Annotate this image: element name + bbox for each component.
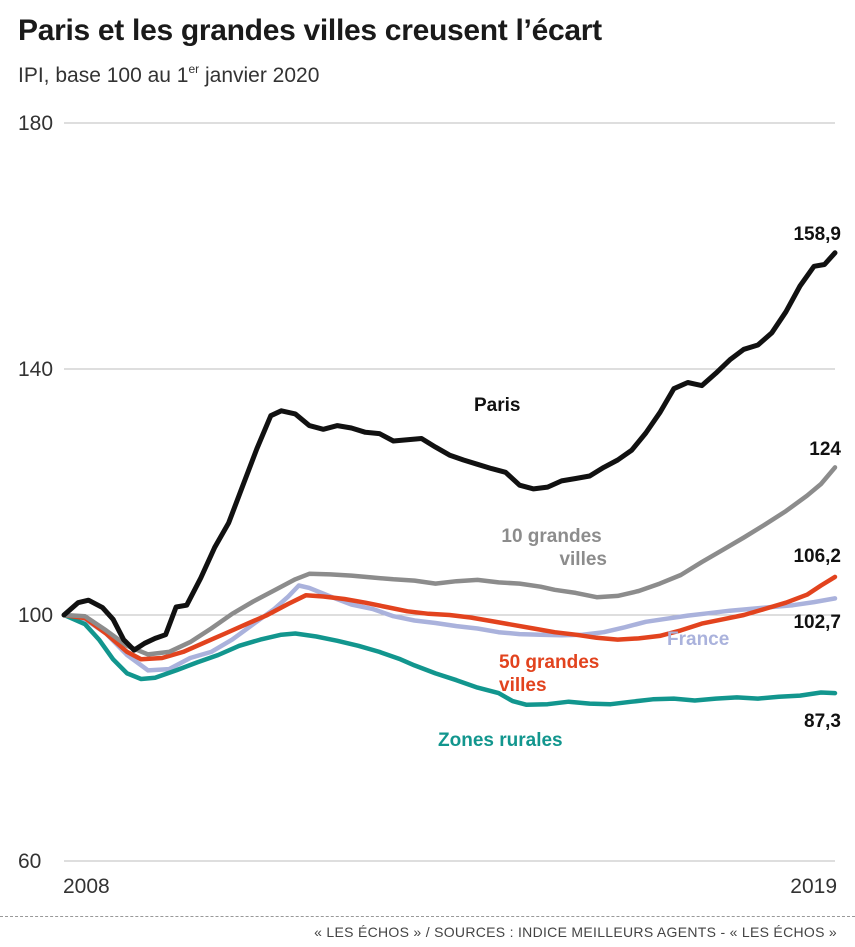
- x-tick-label-2019: 2019: [790, 875, 837, 898]
- end-value-50-grandes-villes: 106,2: [793, 546, 841, 567]
- source-credit: « LES ÉCHOS » / SOURCES : INDICE MEILLEU…: [314, 924, 837, 940]
- chart-title: Paris et les grandes villes creusent l’é…: [18, 14, 602, 47]
- y-tick-label-60: 60: [18, 850, 41, 873]
- end-value-zones-rurales: 87,3: [804, 711, 841, 732]
- end-value-10-grandes-villes: 124: [809, 439, 841, 460]
- series-line-paris: [61, 250, 838, 653]
- chart-subtitle: IPI, base 100 au 1er janvier 2020: [18, 62, 319, 88]
- y-tick-label-140: 140: [18, 358, 53, 381]
- series-label-50-grandes-villes: 50 grandes villes: [499, 652, 605, 696]
- line-chart: 60 100 140 180 2008 2019 Paris 10 grande…: [18, 112, 841, 898]
- x-tick-label-2008: 2008: [63, 875, 110, 898]
- end-value-paris: 158,9: [793, 224, 841, 245]
- series-label-paris: Paris: [474, 395, 520, 416]
- series-line-rurales: [61, 612, 838, 708]
- series-line-france: [61, 583, 838, 673]
- subtitle-main: IPI, base 100 au 1: [18, 64, 189, 87]
- series-lines: [61, 250, 838, 708]
- series-line-dix: [61, 465, 838, 657]
- series-label-10-line2: villes: [559, 549, 607, 570]
- y-tick-label-100: 100: [18, 604, 53, 627]
- series-line-cinquante: [61, 574, 838, 662]
- subtitle-superscript: er: [188, 62, 200, 76]
- series-label-50-line2: villes: [499, 675, 547, 696]
- y-tick-label-180: 180: [18, 112, 53, 135]
- footer-divider: [0, 916, 855, 917]
- end-value-france: 102,7: [793, 612, 841, 633]
- subtitle-rest: janvier 2020: [199, 64, 320, 87]
- series-label-50-line1: 50 grandes: [499, 652, 599, 673]
- series-label-france: France: [667, 629, 729, 650]
- series-label-zones-rurales: Zones rurales: [438, 730, 563, 751]
- series-label-10-line1: 10 grandes: [501, 526, 601, 547]
- series-label-10-grandes-villes: 10 grandes villes: [501, 526, 607, 570]
